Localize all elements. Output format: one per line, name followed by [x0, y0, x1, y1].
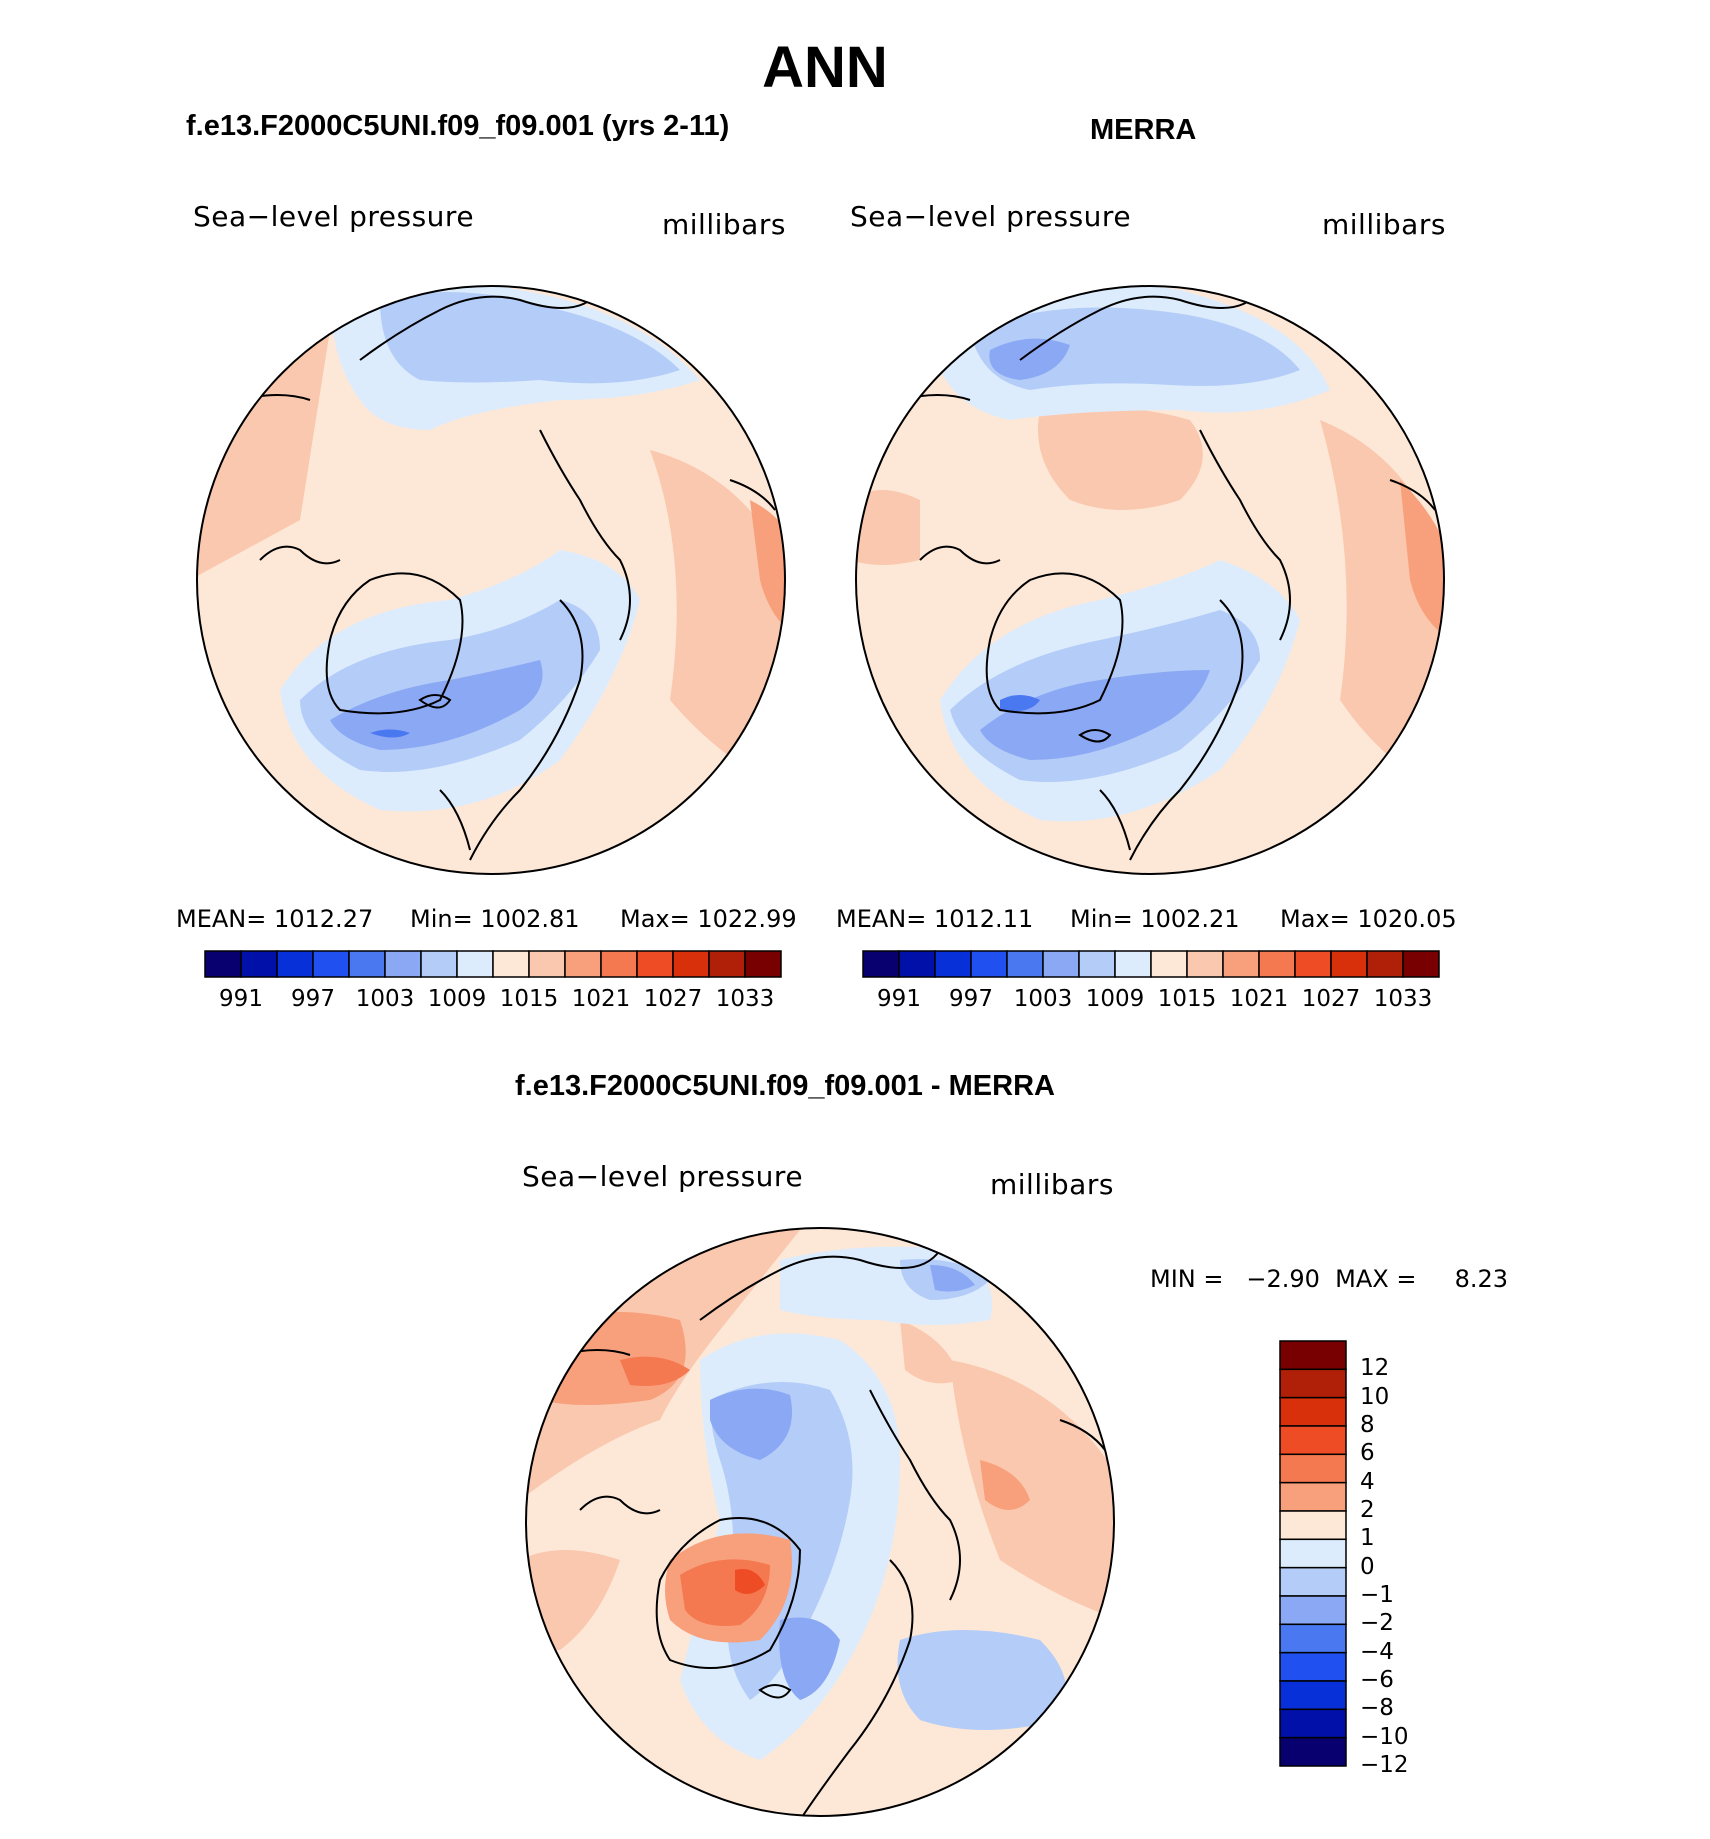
obs-max-stat: Max= 1020.05: [1280, 905, 1457, 933]
colorbar-swatch: [1279, 1680, 1347, 1711]
colorbar-swatch: [1279, 1396, 1347, 1427]
colorbar-swatch: [456, 950, 494, 978]
colorbar-swatch: [492, 950, 530, 978]
colorbar-swatch: [240, 950, 278, 978]
colorbar-tick-label: −4: [1360, 1638, 1394, 1665]
colorbar-swatch: [1279, 1510, 1347, 1541]
colorbar-tick-label: −12: [1360, 1752, 1409, 1778]
colorbar-swatch: [1078, 950, 1116, 978]
colorbar-tick-label: 997: [291, 986, 335, 1012]
colorbar-swatch: [1279, 1566, 1347, 1597]
colorbar-swatch: [1279, 1651, 1347, 1682]
colorbar-tick-label: 0: [1360, 1553, 1375, 1580]
obs-polar-map: [855, 285, 1445, 875]
diff-field-label: Sea−level pressure: [522, 1160, 804, 1193]
model-polar-map: [196, 285, 786, 875]
colorbar-swatch: [528, 950, 566, 978]
colorbar-swatch: [744, 950, 782, 978]
colorbar-swatch: [1279, 1368, 1347, 1399]
obs-min-stat: Min= 1002.21: [1070, 905, 1240, 933]
diff-units-label: millibars: [990, 1168, 1114, 1201]
colorbar-swatch: [1186, 950, 1224, 978]
colorbar-swatch: [1222, 950, 1260, 978]
colorbar-swatch: [1279, 1595, 1347, 1626]
colorbar-tick-label: 991: [877, 986, 921, 1012]
colorbar-tick-label: −6: [1360, 1667, 1394, 1693]
colorbar-swatch: [1279, 1736, 1347, 1767]
colorbar-swatch: [1402, 950, 1440, 978]
colorbar-tick-label: 1015: [1157, 986, 1217, 1012]
diff-panel-title: f.e13.F2000C5UNI.f09_f09.001 - MERRA: [515, 1070, 1055, 1102]
colorbar-tick-label: 1021: [1229, 986, 1289, 1012]
colorbar-swatch: [1279, 1538, 1347, 1569]
colorbar-tick-label: 1009: [1085, 986, 1145, 1012]
colorbar-tick-label: 1033: [715, 986, 775, 1012]
obs-panel-title: MERRA: [1090, 114, 1197, 146]
colorbar-swatch: [420, 950, 458, 978]
colorbar-swatch: [1114, 950, 1152, 978]
main-title: ANN: [762, 35, 888, 100]
colorbar-tick-label: 997: [949, 986, 993, 1012]
model-mean-stat: MEAN= 1012.27: [176, 905, 374, 933]
colorbar-tick-label: −8: [1360, 1695, 1394, 1722]
colorbar-tick-label: 1027: [643, 986, 703, 1012]
colorbar-tick-label: 4: [1360, 1468, 1375, 1495]
colorbar-tick-label: −1: [1360, 1582, 1394, 1608]
colorbar-tick-label: 2: [1360, 1497, 1375, 1523]
colorbar-tick-label: −10: [1360, 1723, 1409, 1750]
colorbar-tick-label: 8: [1360, 1412, 1375, 1438]
diff-colorbar: [1279, 1340, 1347, 1767]
colorbar-tick-label: 1015: [499, 986, 559, 1012]
model-field-label: Sea−level pressure: [193, 200, 475, 233]
colorbar-swatch: [1279, 1481, 1347, 1512]
colorbar-tick-label: 1003: [355, 986, 415, 1012]
model-max-stat: Max= 1022.99: [620, 905, 797, 933]
colorbar-swatch: [1279, 1708, 1347, 1739]
diff-min-max-stat: MIN = −2.90 MAX = 8.23: [1150, 1265, 1509, 1293]
colorbar-tick-label: 1033: [1373, 986, 1433, 1012]
colorbar-swatch: [276, 950, 314, 978]
colorbar-swatch: [1279, 1453, 1347, 1484]
obs-units-label: millibars: [1322, 208, 1446, 241]
model-colorbar: [204, 950, 782, 978]
colorbar-swatch: [1279, 1340, 1347, 1371]
colorbar-tick-label: −2: [1360, 1610, 1394, 1637]
colorbar-tick-label: 10: [1360, 1383, 1390, 1410]
colorbar-tick-label: 991: [219, 986, 263, 1012]
obs-field-label: Sea−level pressure: [850, 200, 1132, 233]
model-panel-title: f.e13.F2000C5UNI.f09_f09.001 (yrs 2-11): [186, 110, 730, 142]
colorbar-swatch: [1258, 950, 1296, 978]
colorbar-swatch: [600, 950, 638, 978]
model-min-stat: Min= 1002.81: [410, 905, 580, 933]
colorbar-tick-label: 1009: [427, 986, 487, 1012]
colorbar-swatch: [204, 950, 242, 978]
colorbar-swatch: [348, 950, 386, 978]
obs-mean-stat: MEAN= 1012.11: [836, 905, 1034, 933]
colorbar-tick-label: 6: [1360, 1440, 1375, 1467]
colorbar-swatch: [1279, 1623, 1347, 1654]
colorbar-tick-label: 1027: [1301, 986, 1361, 1012]
colorbar-swatch: [1279, 1425, 1347, 1456]
colorbar-tick-label: 12: [1360, 1355, 1390, 1382]
colorbar-swatch: [1006, 950, 1044, 978]
colorbar-tick-label: 1: [1360, 1525, 1375, 1552]
colorbar-tick-label: 1003: [1013, 986, 1073, 1012]
obs-colorbar: [862, 950, 1440, 978]
colorbar-tick-label: 1021: [571, 986, 631, 1012]
model-units-label: millibars: [662, 208, 786, 241]
colorbar-swatch: [384, 950, 422, 978]
colorbar-swatch: [934, 950, 972, 978]
